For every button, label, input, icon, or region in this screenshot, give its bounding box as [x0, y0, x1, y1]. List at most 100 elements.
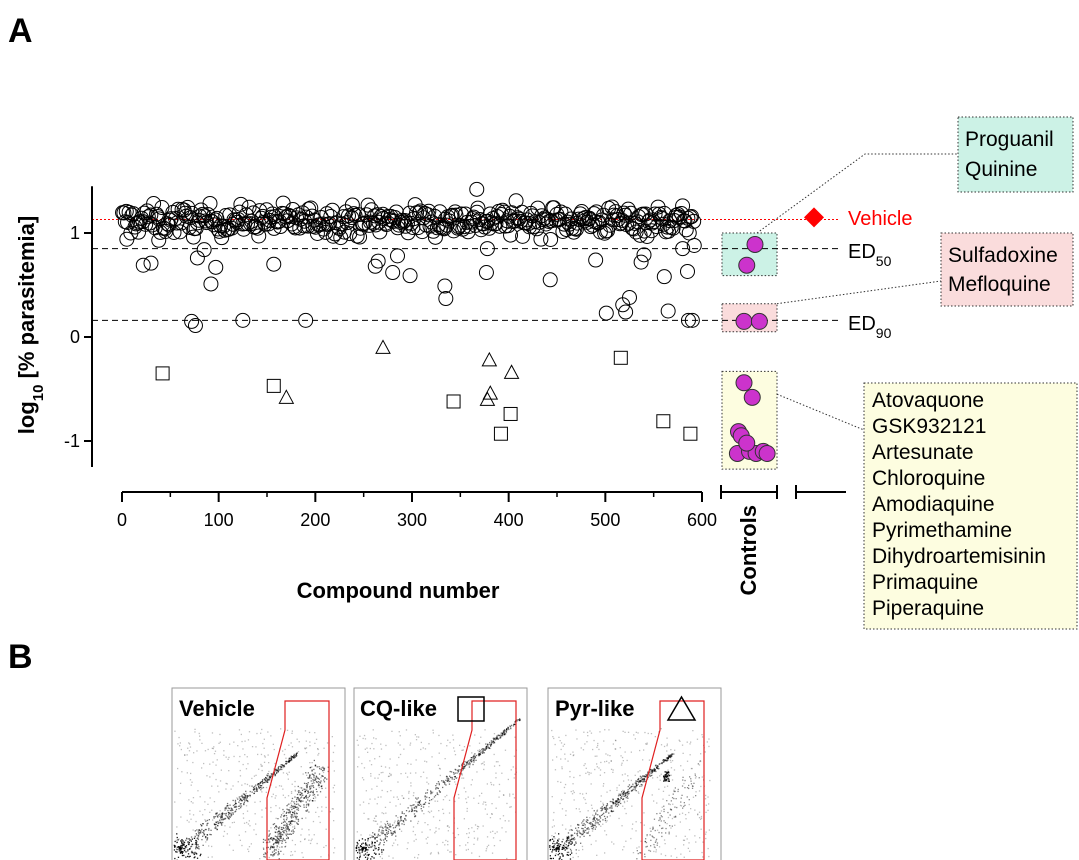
- flow-dot: [271, 846, 274, 848]
- flow-dot: [190, 784, 192, 786]
- flow-dot: [462, 777, 465, 779]
- flow-dot: [566, 840, 568, 842]
- flow-dot: [361, 838, 364, 840]
- flow-dot: [368, 818, 370, 820]
- flow-dot: [437, 764, 440, 766]
- flow-dot: [709, 779, 711, 782]
- flow-dot: [596, 766, 598, 768]
- flow-dot: [283, 810, 285, 813]
- flow-dot: [178, 846, 180, 848]
- flow-dot: [253, 787, 255, 789]
- flow-dot: [239, 799, 241, 802]
- flow-dot: [466, 833, 468, 835]
- flow-dot: [231, 808, 233, 810]
- flow-dot: [305, 785, 308, 787]
- flow-dot: [189, 839, 192, 841]
- flow-dot: [285, 826, 287, 828]
- flow-dot: [493, 845, 496, 847]
- flow-dot: [228, 814, 230, 816]
- control-point: [746, 235, 764, 253]
- flow-dot: [482, 750, 484, 752]
- flow-dot: [463, 787, 465, 789]
- flow-dot: [602, 813, 604, 816]
- flow-dot: [192, 802, 194, 804]
- flow-dot: [371, 856, 373, 858]
- flow-dot: [195, 843, 197, 845]
- flow-dot: [206, 839, 208, 841]
- flow-dot: [617, 803, 619, 805]
- flow-dot: [245, 799, 247, 801]
- flow-dot: [248, 846, 251, 848]
- flow-dot: [487, 844, 490, 846]
- flow-dot: [380, 743, 382, 745]
- flow-dot: [495, 772, 497, 774]
- flow-dot: [414, 734, 416, 736]
- flow-dot: [181, 852, 183, 855]
- flow-dot: [570, 836, 572, 838]
- flow-dot: [284, 824, 286, 826]
- flow-dot: [616, 805, 618, 808]
- flow-dot: [684, 814, 687, 816]
- compound-point-circle: [402, 268, 418, 284]
- compound-point-circle: [514, 204, 530, 220]
- flow-dot: [687, 847, 689, 849]
- flow-dot: [590, 822, 592, 824]
- flow-dot: [333, 784, 336, 786]
- flow-dot: [283, 832, 285, 834]
- flow-dot: [277, 852, 280, 854]
- flow-dot: [363, 779, 365, 781]
- flow-dot: [567, 760, 569, 762]
- flow-dot: [663, 775, 665, 777]
- flow-dot: [225, 812, 227, 815]
- flow-dot: [695, 776, 697, 778]
- flow-dot: [290, 742, 292, 744]
- flow-dot: [392, 832, 394, 835]
- flow-dot: [287, 795, 290, 797]
- flow-dot: [288, 823, 290, 826]
- flow-dot: [288, 744, 290, 746]
- flow-dot: [379, 842, 381, 844]
- flow-dot: [565, 734, 567, 737]
- flow-dot: [684, 835, 686, 837]
- flow-dot: [661, 835, 663, 838]
- flow-dot: [483, 761, 485, 763]
- flow-dot: [497, 734, 499, 736]
- flow-dot: [194, 853, 196, 855]
- flow-dot: [590, 783, 592, 785]
- compound-point-circle: [315, 216, 331, 232]
- flow-dot: [688, 811, 690, 814]
- flow-dot: [418, 736, 420, 738]
- y-axis-title-rest: [% parasitemia]: [14, 216, 39, 385]
- flow-dot: [190, 801, 192, 803]
- flow-dot: [569, 776, 571, 778]
- flow-dot: [447, 849, 449, 851]
- flow-dot: [265, 776, 267, 779]
- flow-dot: [584, 798, 586, 801]
- flow-dot: [414, 816, 416, 818]
- flow-dot: [307, 799, 309, 801]
- flow-dot: [188, 742, 190, 744]
- flow-dot: [182, 842, 185, 844]
- flow-dot: [657, 765, 659, 768]
- flow-dot: [265, 853, 267, 855]
- flow-dot: [628, 784, 631, 786]
- flow-dot: [555, 850, 557, 852]
- flow-dot: [297, 818, 299, 820]
- flow-dot: [693, 782, 695, 784]
- flow-dot: [290, 757, 292, 759]
- flow-frame-pyr: [547, 687, 722, 860]
- flow-dot: [493, 741, 495, 744]
- flow-dot: [444, 844, 446, 846]
- compound-point-circle: [488, 216, 504, 232]
- flow-dot: [296, 806, 298, 808]
- flow-dot: [369, 834, 371, 836]
- flow-dot: [273, 748, 275, 751]
- flow-dot: [473, 759, 475, 762]
- flow-dot: [362, 846, 365, 848]
- flow-dot: [632, 823, 634, 825]
- flow-dot: [644, 840, 646, 843]
- flow-dot: [245, 768, 248, 770]
- flow-dot: [260, 786, 262, 789]
- flow-dot: [308, 777, 310, 779]
- flow-dot: [296, 798, 298, 801]
